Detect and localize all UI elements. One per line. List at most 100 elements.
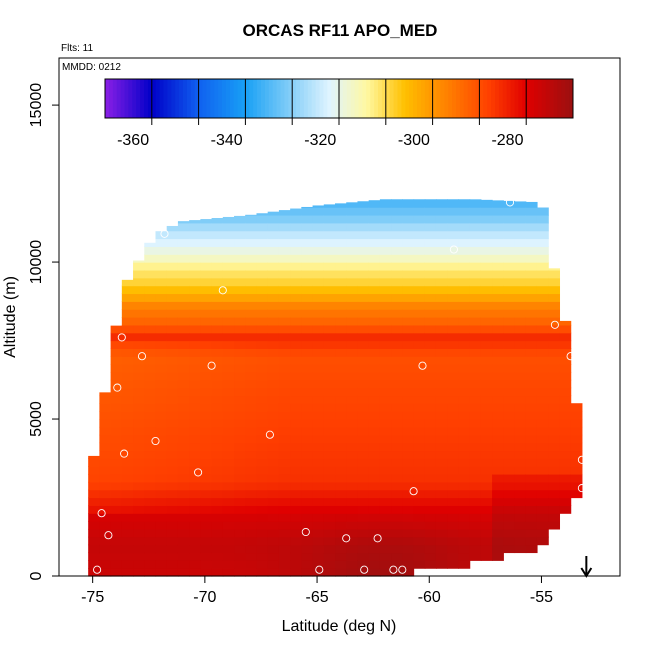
heatmap-cell: [121, 560, 134, 569]
heatmap-cell: [514, 222, 527, 232]
heatmap-cell: [301, 301, 314, 310]
heatmap-cell: [391, 473, 403, 483]
heatmap-cell: [335, 434, 347, 444]
heatmap-cell: [469, 348, 482, 357]
heatmap-cell: [155, 419, 168, 428]
heatmap-cell: [323, 442, 336, 452]
heatmap-cell: [335, 293, 347, 302]
heatmap-cell: [211, 348, 224, 357]
heatmap-cell: [189, 536, 201, 546]
heatmap-cell: [278, 210, 291, 216]
colorbar-segment: [366, 79, 371, 118]
colorbar-segment: [218, 79, 223, 118]
heatmap-cell: [245, 269, 258, 279]
heatmap-cell: [525, 332, 538, 342]
heatmap-cell: [166, 379, 179, 389]
heatmap-cell: [155, 426, 168, 436]
heatmap-cell: [435, 434, 448, 444]
heatmap-cell: [256, 340, 269, 349]
heatmap-cell: [99, 442, 112, 452]
heatmap-cell: [492, 481, 504, 491]
heatmap-cell: [503, 434, 516, 444]
heatmap-cell: [503, 442, 516, 452]
heatmap-cell: [189, 371, 201, 381]
heatmap-cell: [290, 411, 302, 420]
heatmap-cell: [357, 317, 370, 326]
heatmap-cell: [211, 544, 224, 554]
heatmap-cell: [245, 285, 258, 295]
heatmap-cell: [391, 246, 403, 255]
heatmap-cell: [536, 207, 549, 216]
heatmap-cell: [323, 222, 336, 232]
heatmap-cell: [211, 403, 224, 412]
heatmap-cell: [514, 348, 527, 357]
heatmap-cell: [290, 348, 302, 357]
heatmap-cell: [346, 403, 359, 412]
heatmap-cell: [480, 521, 493, 530]
heatmap-cell: [458, 285, 471, 295]
heatmap-cell: [144, 536, 157, 546]
heatmap-cell: [357, 238, 370, 247]
heatmap-cell: [301, 262, 314, 271]
heatmap-cell: [458, 450, 471, 459]
heatmap-cell: [368, 544, 381, 554]
heatmap-cell: [447, 442, 460, 452]
heatmap-cell: [155, 536, 168, 546]
heatmap-cell: [469, 536, 482, 546]
heatmap-cell: [211, 293, 224, 302]
heatmap-cell: [424, 262, 437, 271]
heatmap-cell: [245, 434, 258, 444]
heatmap-cell: [379, 262, 392, 271]
heatmap-cell: [335, 497, 347, 506]
heatmap-cell: [435, 521, 448, 530]
heatmap-cell: [301, 528, 314, 538]
flight-point: [113, 383, 122, 392]
heatmap-cell: [503, 262, 516, 271]
heatmap-cell: [211, 458, 224, 467]
heatmap-cell: [391, 238, 403, 247]
heatmap-cell: [110, 434, 123, 444]
heatmap-cell: [245, 348, 258, 357]
heatmap-cell: [514, 442, 527, 452]
heatmap-cell: [166, 225, 179, 232]
heatmap-cell: [323, 411, 336, 420]
heatmap-cell: [189, 230, 201, 240]
heatmap-cell: [211, 552, 224, 561]
heatmap-cell: [323, 207, 336, 216]
heatmap-cell: [424, 340, 437, 349]
heatmap-cell: [391, 552, 403, 561]
heatmap-cell: [469, 426, 482, 436]
heatmap-cell: [312, 395, 325, 404]
heatmap-cell: [267, 246, 280, 255]
heatmap-cell: [458, 426, 471, 436]
heatmap-cell: [211, 395, 224, 404]
heatmap-cell: [189, 324, 201, 334]
heatmap-cell: [222, 222, 235, 232]
heatmap-cell: [559, 320, 572, 326]
heatmap-cell: [200, 277, 213, 287]
heatmap-cell: [245, 395, 258, 404]
heatmap-cell: [267, 466, 280, 475]
colorbar-segment: [471, 79, 476, 118]
heatmap-cell: [211, 254, 224, 263]
heatmap-cell: [301, 552, 314, 561]
heatmap-cell: [189, 458, 201, 467]
heatmap-cell: [234, 387, 246, 397]
colorbar-segment: [280, 79, 285, 118]
heatmap-cell: [503, 466, 516, 475]
heatmap-cell: [312, 277, 325, 287]
heatmap-cell: [357, 568, 370, 577]
heatmap-cell: [144, 560, 157, 569]
heatmap-cell: [278, 293, 291, 302]
heatmap-cell: [469, 458, 482, 467]
heatmap-cell: [447, 466, 460, 475]
heatmap-cell: [245, 442, 258, 452]
heatmap-cell: [144, 262, 157, 271]
heatmap-cell: [447, 544, 460, 554]
heatmap-cell: [335, 568, 347, 577]
heatmap-cell: [548, 473, 561, 483]
heatmap-cell: [469, 552, 482, 561]
heatmap-cell: [548, 332, 561, 342]
heatmap-cell: [121, 481, 134, 491]
heatmap-cell: [234, 434, 246, 444]
